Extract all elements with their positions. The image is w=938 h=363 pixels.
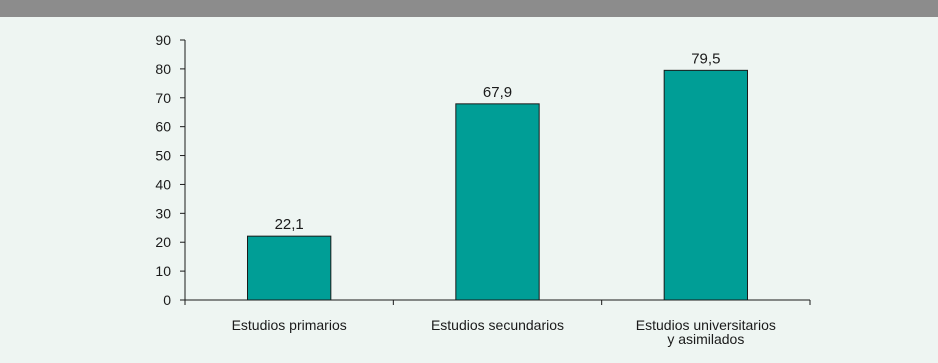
bar <box>455 103 540 301</box>
y-tick-label: 50 <box>155 148 171 164</box>
category-label-line: Estudios primarios <box>232 317 347 333</box>
bar-value-label: 22,1 <box>275 216 304 233</box>
y-tick-label: 70 <box>155 90 171 106</box>
bar <box>247 235 332 301</box>
bar-value-label: 67,9 <box>483 84 512 101</box>
category-label-line: Estudios universitarios <box>636 317 776 333</box>
y-tick-label: 40 <box>155 176 171 192</box>
y-tick-label: 80 <box>155 61 171 77</box>
bars: 22,1 67,9 79,5 <box>247 50 749 301</box>
y-tick-label: 10 <box>155 263 171 279</box>
category-label: Estudios primarios <box>232 317 347 333</box>
bar-value-label: 79,5 <box>691 50 720 67</box>
y-ticks: 0 10 20 30 40 50 60 70 80 90 <box>155 32 185 308</box>
y-tick-label: 20 <box>155 234 171 250</box>
y-tick-label: 30 <box>155 205 171 221</box>
y-tick-label: 90 <box>155 32 171 48</box>
category-labels: Estudios primarios Estudios secundarios Es… <box>232 317 776 347</box>
y-tick-label: 60 <box>155 119 171 135</box>
category-label-line: Estudios secundarios <box>431 317 564 333</box>
category-label: Estudios secundarios <box>431 317 564 333</box>
category-label: Estudios universitarios y asimilados <box>636 317 776 347</box>
header-rule <box>0 0 938 17</box>
category-label-line: y asimilados <box>667 331 744 347</box>
bar <box>663 69 749 301</box>
y-tick-label: 0 <box>163 292 171 308</box>
